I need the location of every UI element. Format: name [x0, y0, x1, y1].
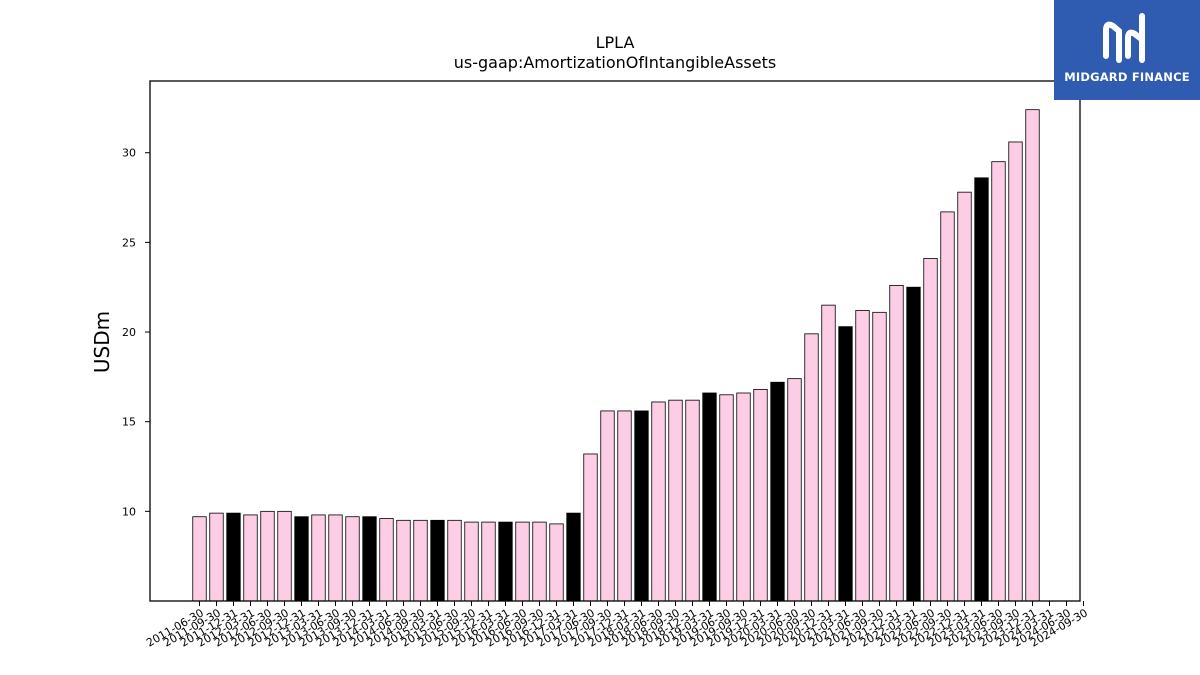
bar [243, 514, 258, 602]
bar [685, 399, 700, 602]
bar [940, 211, 955, 602]
logo-text: MIDGARD FINANCE [1064, 70, 1190, 84]
bar [498, 521, 513, 602]
bar [277, 510, 292, 602]
bar [804, 333, 819, 602]
y-tick-label: 15 [122, 416, 136, 429]
y-axis: 10 15 20 25 30 [122, 147, 150, 518]
y-tick-label: 10 [122, 505, 136, 518]
bar [362, 516, 377, 602]
chart-subtitle: us-gaap:AmortizationOfIntangibleAssets [454, 53, 776, 72]
chart-title: LPLA [596, 33, 635, 52]
bar [566, 512, 581, 602]
bar [957, 191, 972, 602]
midgard-logo-icon [1103, 13, 1145, 63]
y-tick-label: 20 [122, 326, 136, 339]
bar [634, 410, 649, 602]
bar [906, 286, 921, 602]
bar [226, 512, 241, 602]
bar [753, 389, 768, 602]
bar [855, 310, 870, 602]
bar [345, 516, 360, 602]
bar [430, 519, 445, 602]
bar [668, 399, 683, 602]
bar [379, 518, 394, 602]
bar [583, 453, 598, 602]
bar [328, 514, 343, 602]
y-axis-label: USDm [90, 311, 114, 373]
bar [192, 516, 207, 602]
bar [872, 311, 887, 602]
bar [736, 392, 751, 602]
y-tick-label: 25 [122, 236, 136, 249]
bar [396, 519, 411, 602]
bar [515, 521, 530, 602]
bar [889, 285, 904, 602]
bar [311, 514, 326, 602]
bar [600, 410, 615, 602]
logo: MIDGARD FINANCE [1054, 0, 1200, 100]
bar [1025, 109, 1040, 602]
bar [838, 326, 853, 602]
bar [532, 521, 547, 602]
bar [209, 512, 224, 602]
bar [1008, 141, 1023, 602]
bar [481, 521, 496, 602]
x-axis: 2011-06-302011-09-302011-12-312012-03-31… [144, 601, 1090, 650]
bar [770, 381, 785, 602]
bar [821, 304, 836, 602]
bar [787, 378, 802, 602]
bar [413, 519, 428, 602]
bar [294, 516, 309, 602]
plot-frame [149, 80, 1081, 602]
bar [260, 510, 275, 602]
y-tick-label: 30 [122, 147, 136, 160]
bar [991, 161, 1006, 602]
bar [617, 410, 632, 602]
bar [549, 523, 564, 602]
bar [702, 392, 717, 602]
bar [464, 521, 479, 602]
bar [651, 401, 666, 602]
bars-group [192, 109, 1040, 602]
bar [719, 394, 734, 602]
bar [923, 258, 938, 602]
bar [974, 177, 989, 602]
bar [447, 519, 462, 602]
